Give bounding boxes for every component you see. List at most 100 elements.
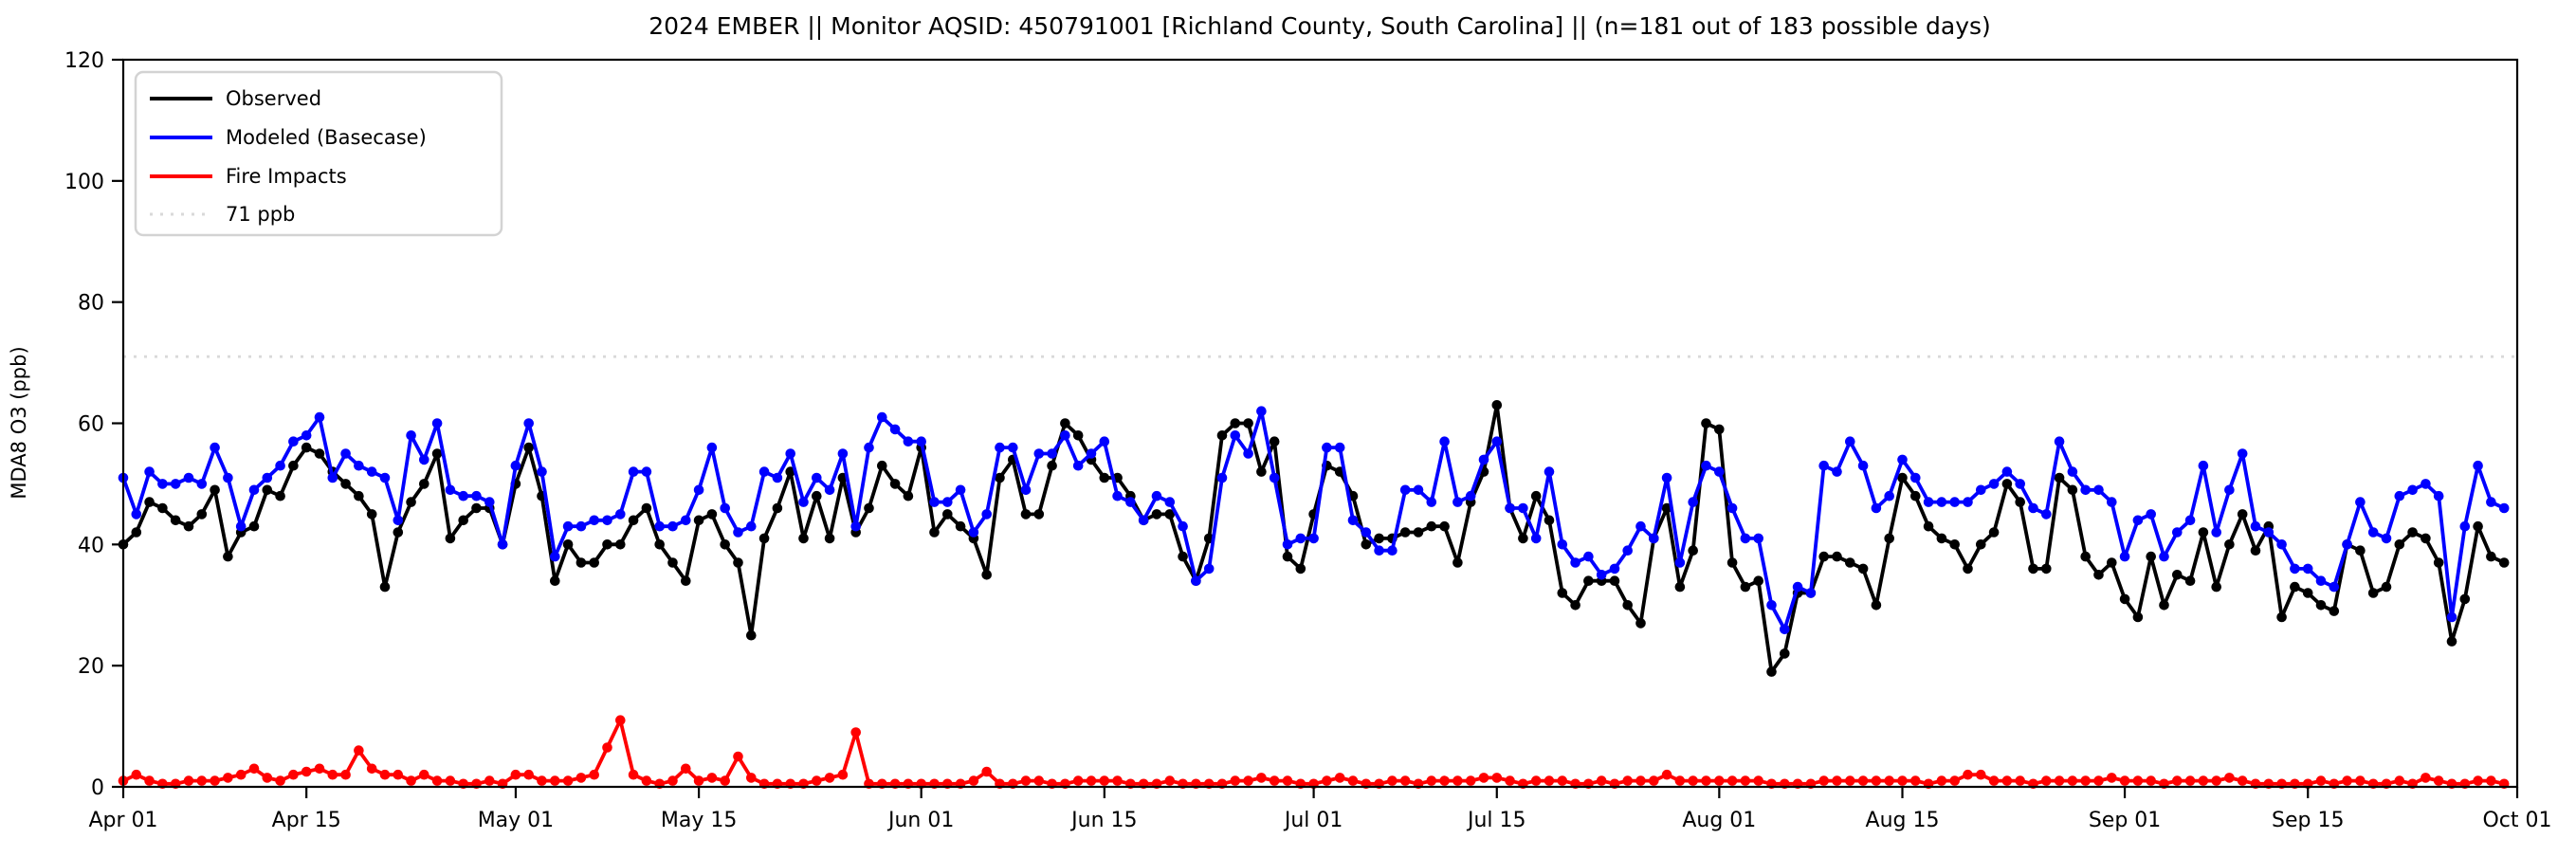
data-point-observed <box>1269 436 1280 447</box>
data-point-observed <box>1399 527 1411 538</box>
data-point-fire <box>406 775 416 786</box>
data-point-modeled <box>798 497 809 507</box>
x-tick-label: Jul 15 <box>1466 809 1526 832</box>
data-point-modeled <box>354 460 364 471</box>
data-point-modeled <box>458 490 469 501</box>
data-point-modeled <box>2263 527 2275 538</box>
data-point-modeled <box>1086 448 1097 459</box>
data-point-modeled <box>1674 557 1686 568</box>
data-point-fire <box>2015 775 2025 786</box>
data-point-observed <box>2132 611 2144 623</box>
data-point-observed <box>1099 472 1110 483</box>
data-point-modeled <box>2093 484 2104 496</box>
data-point-fire <box>1649 775 1659 786</box>
data-point-observed <box>1688 545 1698 556</box>
data-point-modeled <box>1282 539 1293 550</box>
data-point-modeled <box>1701 460 1711 471</box>
x-tick-label: May 01 <box>478 809 554 832</box>
data-point-fire <box>1269 775 1280 786</box>
data-point-observed <box>758 533 770 544</box>
data-point-modeled <box>1910 472 1921 483</box>
data-point-modeled <box>995 442 1005 453</box>
data-point-fire <box>2421 773 2431 783</box>
data-point-observed <box>1963 563 1973 574</box>
data-point-observed <box>419 479 429 489</box>
data-point-fire <box>2224 773 2235 783</box>
data-point-modeled <box>1766 600 1777 611</box>
data-point-modeled <box>812 472 822 483</box>
x-tick-label: Aug 15 <box>1866 809 1940 832</box>
data-point-modeled <box>537 466 547 477</box>
data-point-observed <box>2237 509 2248 520</box>
data-point-observed <box>1622 600 1633 611</box>
data-point-fire <box>537 775 547 786</box>
data-point-observed <box>903 490 914 501</box>
data-point-modeled <box>1570 557 1580 568</box>
data-point-modeled <box>1818 460 1829 471</box>
x-tick-label: Jul 01 <box>1283 809 1343 832</box>
data-point-modeled <box>1753 533 1763 544</box>
data-point-modeled <box>1008 442 1018 453</box>
data-point-observed <box>431 448 443 459</box>
data-point-observed <box>733 557 743 568</box>
data-point-modeled <box>1596 570 1607 580</box>
data-point-observed <box>602 539 612 550</box>
data-point-observed <box>1609 575 1620 586</box>
data-point-modeled <box>1884 490 1894 501</box>
data-point-observed <box>1780 648 1790 659</box>
data-point-observed <box>1426 520 1437 532</box>
data-point-modeled <box>2486 497 2496 507</box>
data-point-observed <box>2172 570 2183 580</box>
data-point-modeled <box>850 520 861 532</box>
data-point-fire <box>445 775 456 786</box>
data-point-observed <box>2067 484 2078 496</box>
data-point-fire <box>2146 775 2156 786</box>
data-point-fire <box>2067 775 2078 786</box>
data-point-modeled <box>1374 545 1384 556</box>
data-point-fire <box>589 769 599 780</box>
data-point-fire <box>550 775 560 786</box>
data-point-fire <box>1452 775 1463 786</box>
data-point-modeled <box>1020 484 1032 496</box>
data-point-fire <box>1714 775 1725 786</box>
data-point-modeled <box>2198 460 2209 471</box>
data-point-modeled <box>2146 509 2156 520</box>
data-point-modeled <box>1191 575 1201 586</box>
data-point-fire <box>1256 773 1267 783</box>
data-point-observed <box>812 490 822 501</box>
data-point-fire <box>2080 775 2091 786</box>
data-point-modeled <box>1805 588 1817 598</box>
data-point-modeled <box>1609 563 1620 574</box>
data-point-fire <box>1282 775 1293 786</box>
data-point-fire <box>1688 775 1698 786</box>
x-tick-label: Sep 15 <box>2272 809 2344 832</box>
data-point-fire <box>2093 775 2104 786</box>
data-point-observed <box>1047 460 1057 471</box>
data-point-modeled <box>523 418 534 428</box>
data-point-modeled <box>628 466 639 477</box>
data-point-modeled <box>1491 436 1503 447</box>
data-point-modeled <box>131 509 142 520</box>
data-point-modeled <box>693 484 704 496</box>
data-point-fire <box>615 715 626 725</box>
data-point-observed <box>1256 466 1267 477</box>
data-point-fire <box>2433 775 2444 786</box>
data-point-observed <box>746 629 757 641</box>
data-point-observed <box>1884 533 1894 544</box>
x-tick-label: May 15 <box>661 809 737 832</box>
data-point-fire <box>1347 775 1359 786</box>
data-point-fire <box>1491 773 1503 783</box>
data-point-observed <box>641 502 652 514</box>
data-point-observed <box>340 479 351 489</box>
data-point-observed <box>288 460 299 471</box>
data-point-fire <box>1334 773 1345 783</box>
data-point-fire <box>1832 775 1842 786</box>
data-point-modeled <box>1072 460 1084 471</box>
data-point-modeled <box>366 466 377 477</box>
data-point-modeled <box>157 479 168 489</box>
data-point-observed <box>196 509 208 520</box>
data-point-modeled <box>2054 436 2065 447</box>
y-tick-label: 100 <box>64 171 104 194</box>
data-point-fire <box>1936 775 1947 786</box>
legend-modeled-label: Modeled (Basecase) <box>226 126 427 149</box>
